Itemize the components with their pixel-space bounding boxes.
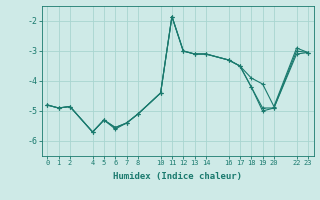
X-axis label: Humidex (Indice chaleur): Humidex (Indice chaleur) xyxy=(113,172,242,181)
